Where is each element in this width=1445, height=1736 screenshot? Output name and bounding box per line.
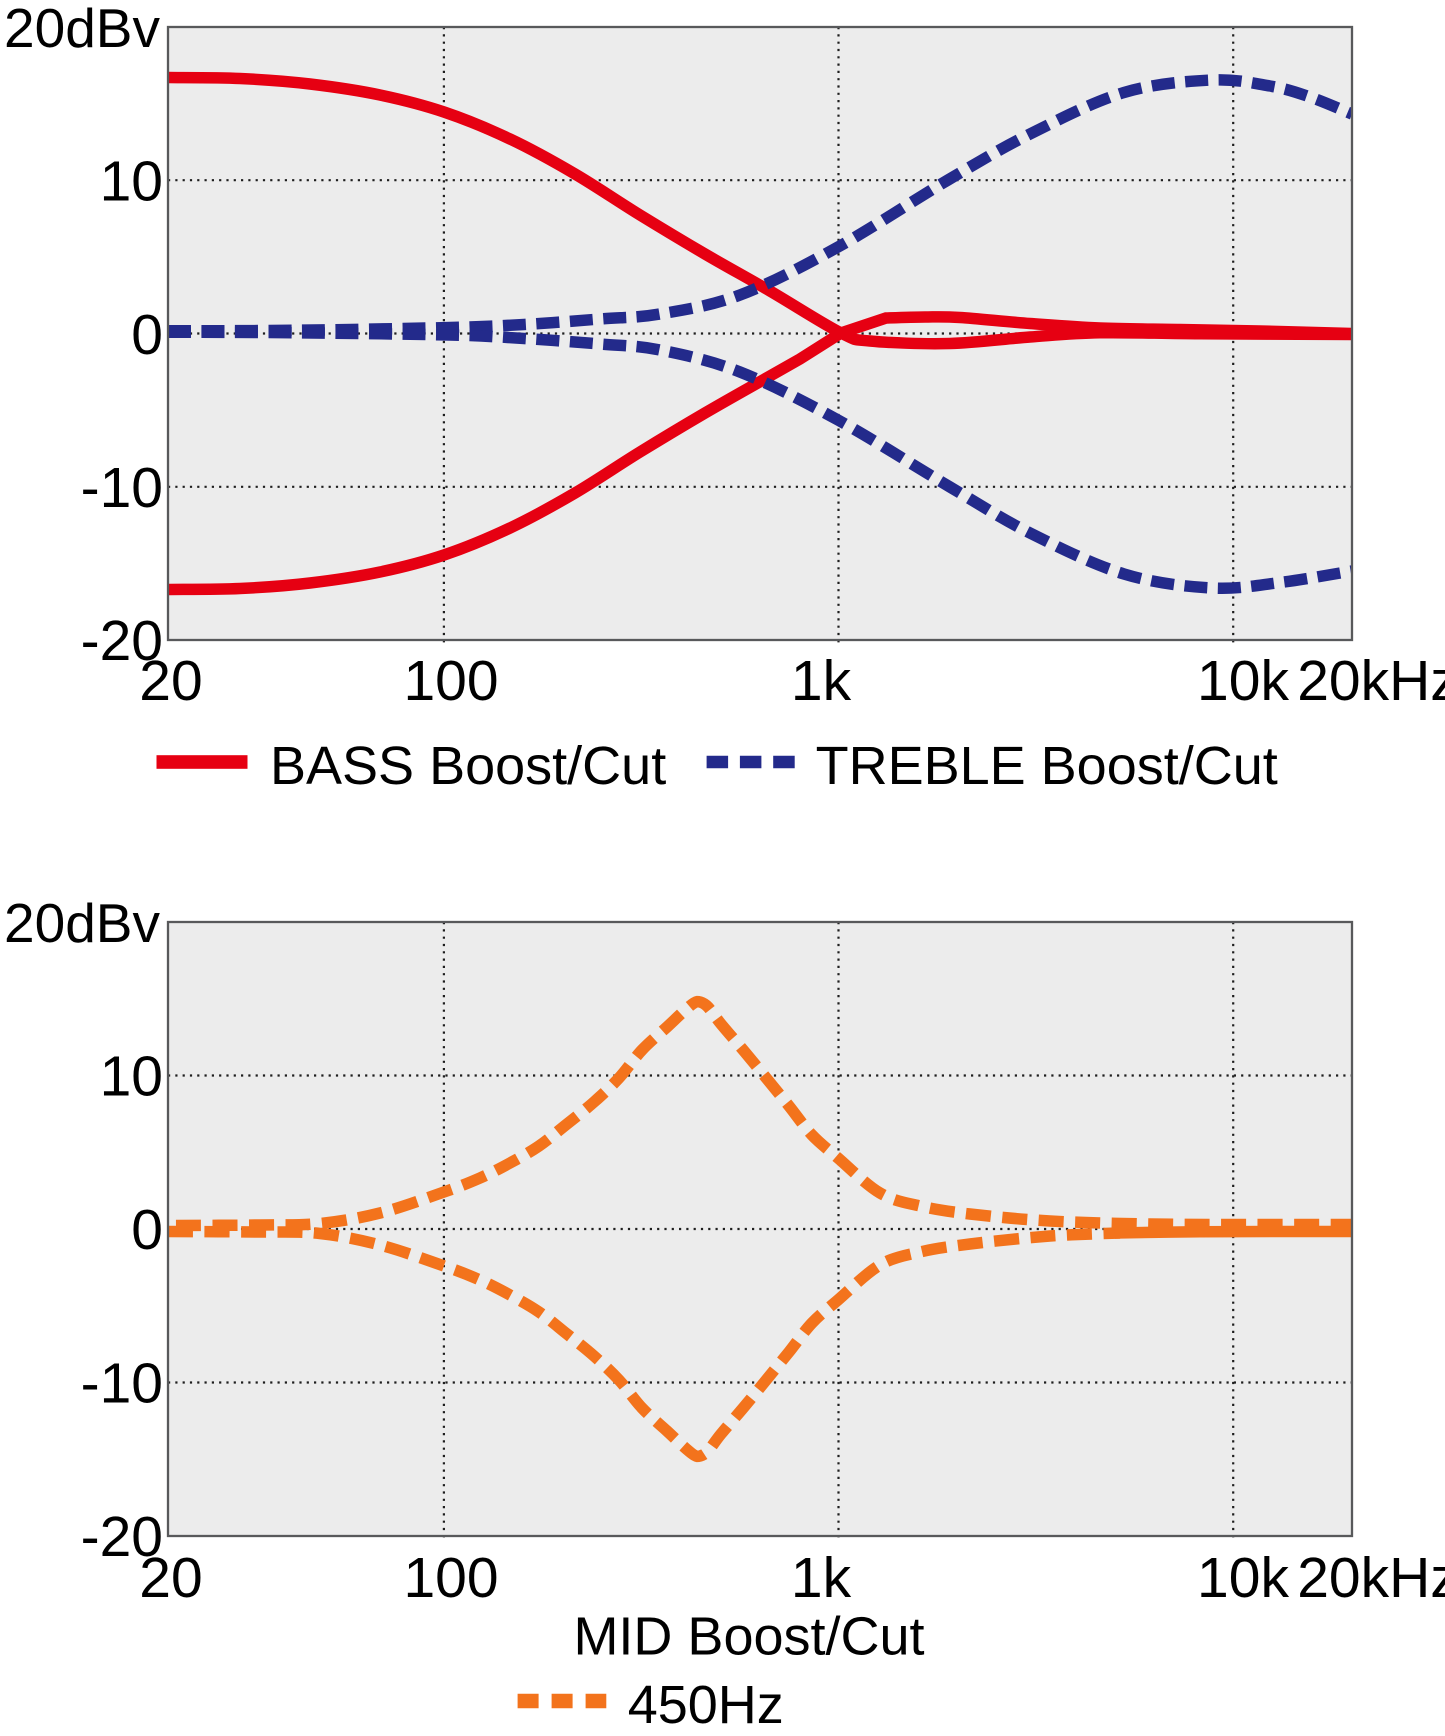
svg-text:20: 20: [139, 649, 202, 713]
svg-text:20dBv: 20dBv: [4, 0, 160, 59]
svg-text:20: 20: [139, 1546, 202, 1610]
svg-text:450Hz: 450Hz: [628, 1675, 784, 1735]
svg-text:0: 0: [131, 303, 163, 367]
svg-text:10k: 10k: [1197, 649, 1289, 713]
svg-text:TREBLE Boost/Cut: TREBLE Boost/Cut: [816, 736, 1278, 796]
svg-text:20kHz: 20kHz: [1297, 1546, 1445, 1610]
svg-text:BASS Boost/Cut: BASS Boost/Cut: [270, 736, 666, 796]
svg-text:20kHz: 20kHz: [1297, 649, 1445, 713]
svg-text:20dBv: 20dBv: [4, 892, 160, 954]
svg-text:MID Boost/Cut: MID Boost/Cut: [573, 1607, 924, 1667]
svg-text:10: 10: [100, 1045, 163, 1109]
svg-text:-10: -10: [81, 456, 163, 520]
svg-text:100: 100: [403, 1546, 498, 1610]
svg-text:10k: 10k: [1197, 1546, 1289, 1610]
svg-text:-20: -20: [81, 1505, 163, 1569]
svg-text:1k: 1k: [791, 1546, 852, 1610]
svg-text:0: 0: [131, 1198, 163, 1262]
svg-text:-20: -20: [81, 609, 163, 673]
svg-text:-10: -10: [81, 1352, 163, 1416]
svg-text:100: 100: [403, 649, 498, 713]
svg-text:1k: 1k: [791, 649, 852, 713]
svg-text:10: 10: [100, 150, 163, 214]
